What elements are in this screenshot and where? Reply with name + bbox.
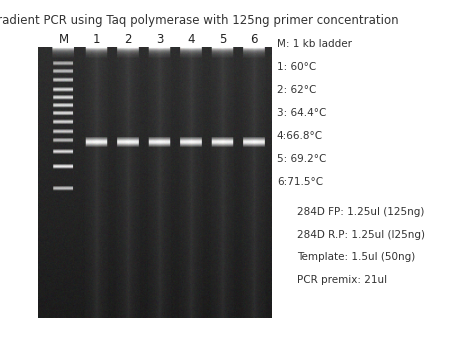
Text: M: M bbox=[58, 33, 68, 46]
Text: 1: 60°C: 1: 60°C bbox=[277, 62, 316, 72]
Text: 3: 64.4°C: 3: 64.4°C bbox=[277, 108, 326, 118]
Text: 4:66.8°C: 4:66.8°C bbox=[277, 131, 323, 141]
Text: Template: 1.5ul (50ng): Template: 1.5ul (50ng) bbox=[297, 252, 415, 263]
Text: 284D R.P: 1.25ul (l25ng): 284D R.P: 1.25ul (l25ng) bbox=[297, 230, 425, 240]
Text: 3: 3 bbox=[156, 33, 163, 46]
Text: 2: 62°C: 2: 62°C bbox=[277, 85, 316, 95]
Text: 4: 4 bbox=[188, 33, 195, 46]
Text: 2: 2 bbox=[125, 33, 132, 46]
Text: 284D FP: 1.25ul (125ng): 284D FP: 1.25ul (125ng) bbox=[297, 207, 424, 217]
Text: 6:71.5°C: 6:71.5°C bbox=[277, 177, 323, 187]
Text: 1: 1 bbox=[93, 33, 100, 46]
Text: PCR premix: 21ul: PCR premix: 21ul bbox=[297, 275, 387, 286]
Text: 6: 6 bbox=[251, 33, 258, 46]
Text: M: 1 kb ladder: M: 1 kb ladder bbox=[277, 39, 352, 49]
Text: Gradient PCR using Taq polymerase with 125ng primer concentration: Gradient PCR using Taq polymerase with 1… bbox=[0, 14, 399, 26]
Text: 5: 69.2°C: 5: 69.2°C bbox=[277, 154, 326, 164]
Text: 5: 5 bbox=[219, 33, 226, 46]
